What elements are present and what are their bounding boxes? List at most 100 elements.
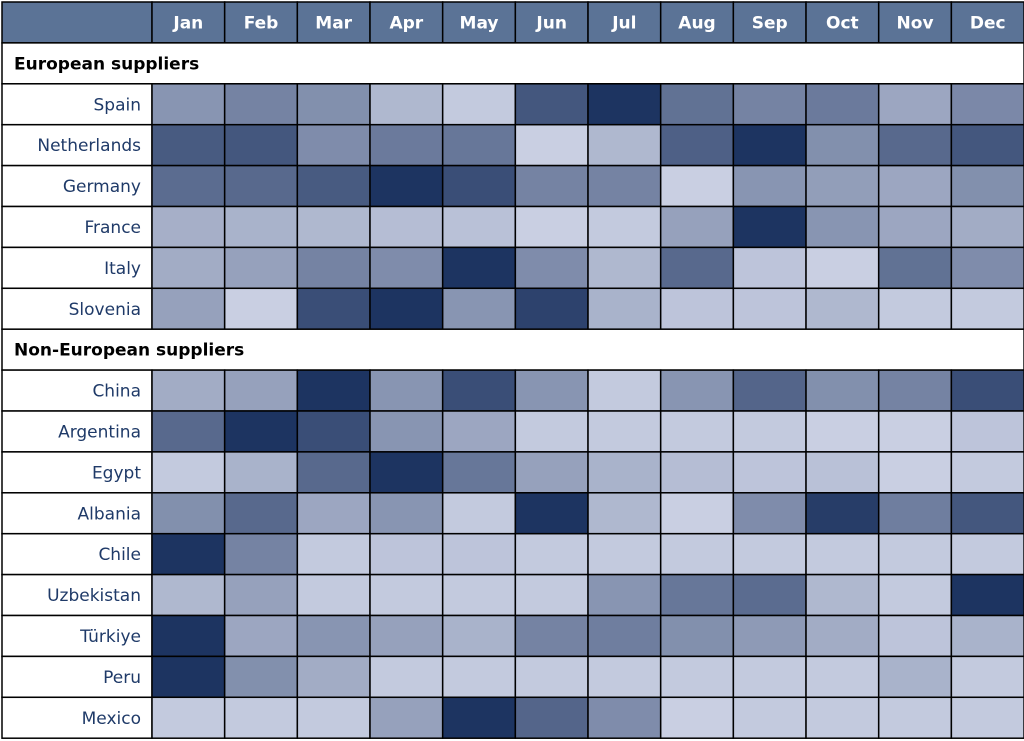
heatmap-cell (877, 246, 953, 290)
heatmap-cell (514, 287, 589, 330)
heatmap-cell (732, 532, 807, 576)
row-label: Germany (63, 177, 141, 197)
heatmap-cell (805, 614, 880, 658)
heatmap-cell (732, 246, 807, 290)
heatmap-cell (296, 123, 371, 167)
heatmap-cell (732, 164, 807, 208)
heatmap-cell (950, 696, 1024, 739)
heatmap-cell (514, 573, 589, 617)
heatmap-cell (587, 573, 662, 617)
heatmap-cell (151, 287, 226, 330)
heatmap-cell (369, 164, 444, 208)
heatmap-cell (514, 246, 589, 290)
heatmap-cell (732, 655, 807, 699)
heatmap-cell (659, 205, 735, 249)
heatmap-cell (223, 123, 299, 167)
heatmap-cell (950, 83, 1024, 126)
heatmap-cell (441, 492, 517, 535)
heatmap-cell (223, 369, 299, 412)
header-corner-cell (1, 1, 153, 44)
heatmap-cell (877, 614, 953, 658)
heatmap-cell (223, 287, 299, 330)
heatmap-cell (151, 83, 226, 126)
heatmap-cell (732, 83, 807, 126)
row-label: Netherlands (37, 136, 141, 156)
heatmap-cell (877, 410, 953, 453)
heatmap-cell (659, 573, 735, 617)
heatmap-cell (151, 123, 226, 167)
month-label-dec: Dec (970, 13, 1006, 33)
heatmap-cell (805, 369, 880, 412)
heatmap-cell (441, 410, 517, 453)
heatmap-cell (296, 451, 371, 494)
heatmap-cell (732, 492, 807, 535)
heatmap-cell (950, 532, 1024, 576)
heatmap-cell (223, 246, 299, 290)
heatmap-cell (659, 164, 735, 208)
row-label-cell (1, 164, 153, 208)
heatmap-cell (151, 532, 226, 576)
heatmap-cell (659, 123, 735, 167)
heatmap-cell (587, 369, 662, 412)
heatmap-cell (369, 614, 444, 658)
heatmap-cell (659, 369, 735, 412)
heatmap-cell (369, 532, 444, 576)
heatmap-cell (369, 287, 444, 330)
heatmap-cell (950, 655, 1024, 699)
heatmap-cell (732, 410, 807, 453)
row-label-cell (1, 696, 153, 739)
heatmap-cell (732, 696, 807, 739)
month-label-aug: Aug (678, 13, 715, 33)
heatmap-cell (587, 287, 662, 330)
month-label-jul: Jul (611, 13, 636, 33)
heatmap-cell (151, 573, 226, 617)
heatmap-cell (151, 492, 226, 535)
heatmap-cell (732, 614, 807, 658)
row-label: Spain (94, 95, 142, 115)
heatmap-cell (151, 696, 226, 739)
heatmap-cell (877, 573, 953, 617)
heatmap-cell (732, 287, 807, 330)
heatmap-cell (587, 205, 662, 249)
heatmap-cell (805, 410, 880, 453)
heatmap-cell (151, 246, 226, 290)
heatmap-cell (296, 369, 371, 412)
heatmap-cell (223, 532, 299, 576)
heatmap-cell (151, 205, 226, 249)
heatmap-cell (223, 655, 299, 699)
heatmap-cell (514, 205, 589, 249)
heatmap-cell (659, 614, 735, 658)
heatmap-cell (296, 246, 371, 290)
heatmap-cell (805, 451, 880, 494)
heatmap-cell (877, 532, 953, 576)
heatmap-cell (514, 655, 589, 699)
heatmap-cell (151, 369, 226, 412)
heatmap-cell (369, 451, 444, 494)
heatmap-cell (369, 123, 444, 167)
heatmap-cell (877, 369, 953, 412)
heatmap-cell (223, 614, 299, 658)
heatmap-cell (151, 410, 226, 453)
heatmap-cell (950, 287, 1024, 330)
heatmap-cell (659, 655, 735, 699)
heatmap-cell (369, 573, 444, 617)
heatmap-cell (441, 369, 517, 412)
header-cell-aug (659, 1, 735, 44)
heatmap-cell (514, 532, 589, 576)
heatmap-cell (369, 246, 444, 290)
heatmap-cell (223, 573, 299, 617)
heatmap-cell (296, 287, 371, 330)
heatmap-cell (877, 492, 953, 535)
heatmap-cell (514, 614, 589, 658)
heatmap-cell (877, 287, 953, 330)
month-label-jun: Jun (535, 13, 567, 33)
heatmap-cell (950, 123, 1024, 167)
heatmap-cell (805, 573, 880, 617)
row-label-cell (1, 246, 153, 290)
heatmap-cell (950, 410, 1024, 453)
heatmap-cell (659, 696, 735, 739)
header-cell-feb (223, 1, 299, 44)
heatmap-cell (805, 246, 880, 290)
heatmap-cell (223, 83, 299, 126)
heatmap-cell (805, 123, 880, 167)
